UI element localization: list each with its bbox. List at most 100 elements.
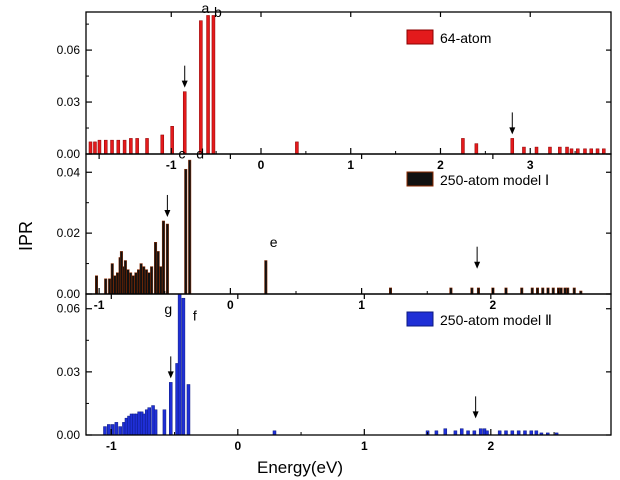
bar: [558, 146, 562, 155]
bar: [576, 148, 580, 155]
bar: [95, 275, 98, 295]
bar: [520, 287, 524, 295]
bar: [206, 15, 210, 155]
bar: [110, 139, 114, 155]
bar: [122, 139, 127, 155]
y-axis-label: IPR: [16, 221, 36, 251]
x-tick-label: 3: [527, 158, 534, 172]
bar: [104, 278, 108, 295]
bar: [572, 287, 576, 295]
bar: [118, 426, 122, 436]
legend-label: 250-atom model Ⅱ: [440, 312, 552, 328]
bar: [137, 269, 140, 295]
bar: [536, 287, 539, 295]
panels: -1 0 1 2 3 0.00 0.03 0.06 64-atom a b -1 0 1 2 0.00 0.02…: [57, 0, 612, 453]
bar: [145, 138, 149, 155]
bar: [135, 138, 139, 155]
bar: [563, 287, 567, 295]
bar: [534, 146, 539, 155]
bottom-panel: -1 0 1 2 0.00 0.03 0.06 250-atom model Ⅱ g f: [57, 293, 612, 453]
peak-label-a: a: [201, 0, 209, 16]
bar: [147, 272, 151, 295]
legend-swatch: [406, 171, 434, 187]
peak-label-d: d: [196, 146, 204, 162]
bar: [589, 148, 594, 155]
bar: [188, 159, 192, 295]
bar: [459, 428, 464, 436]
bar: [443, 428, 448, 436]
annotation-arrowhead: [164, 209, 171, 217]
bar: [116, 272, 119, 295]
annotation-arrowhead: [472, 411, 479, 419]
annotation-arrowhead: [474, 261, 481, 269]
bar: [162, 409, 167, 436]
bar: [154, 242, 158, 295]
bar: [161, 220, 165, 295]
peak-label-c: c: [178, 146, 185, 162]
bar: [476, 287, 480, 295]
annotation-arrowhead: [167, 371, 174, 379]
bar: [510, 138, 515, 155]
bar: [165, 223, 169, 295]
peak-label-f: f: [193, 307, 197, 323]
bar: [546, 287, 550, 295]
bar: [160, 134, 165, 155]
bar: [119, 251, 123, 295]
y-tick-label: 0.03: [57, 365, 81, 379]
bar: [134, 272, 138, 295]
bar: [530, 287, 534, 295]
y-tick-label: 0.00: [57, 147, 81, 161]
annotation-arrowhead: [181, 80, 188, 88]
bar: [295, 141, 299, 155]
bar: [595, 148, 600, 155]
x-tick-label: 0: [227, 298, 234, 312]
bar: [184, 168, 188, 295]
bar: [264, 260, 268, 295]
y-tick-label: 0.06: [57, 302, 81, 316]
bar: [123, 260, 127, 295]
x-tick-label: -1: [94, 298, 105, 312]
x-tick-label: 2: [487, 439, 494, 453]
bar: [583, 148, 587, 155]
x-tick-label: 1: [347, 158, 354, 172]
y-tick-label: 0.03: [57, 95, 81, 109]
bar: [478, 428, 483, 436]
bar: [548, 146, 552, 155]
bar: [181, 297, 186, 436]
y-tick-label: 0.06: [57, 43, 81, 57]
bar: [129, 272, 133, 295]
y-tick-label: 0.00: [57, 287, 81, 301]
bar: [177, 293, 182, 436]
bar: [153, 409, 158, 436]
y-tick-label: 0.04: [57, 165, 81, 179]
annotation-arrowhead: [509, 127, 516, 135]
bar: [139, 263, 143, 295]
bar: [522, 146, 526, 155]
bar: [551, 287, 555, 295]
bar: [93, 141, 97, 155]
bar: [169, 382, 173, 436]
bar: [144, 269, 148, 295]
x-tick-label: 1: [361, 439, 368, 453]
legend-label: 64-atom: [440, 30, 491, 46]
bar: [461, 138, 465, 155]
x-tick-label: -1: [106, 439, 117, 453]
bar: [474, 143, 479, 155]
bar: [113, 275, 117, 295]
y-tick-label: 0.00: [57, 428, 81, 442]
bar: [156, 251, 160, 295]
bar: [150, 266, 154, 295]
x-tick-label: 2: [490, 298, 497, 312]
bar: [110, 263, 114, 295]
bar: [97, 139, 102, 155]
bar: [559, 287, 563, 295]
bar: [449, 287, 453, 295]
top-panel: -1 0 1 2 3 0.00 0.03 0.06 64-atom a b: [57, 0, 612, 172]
peak-label-b: b: [214, 4, 222, 20]
bar: [114, 422, 119, 436]
bar: [126, 269, 130, 295]
bar: [541, 287, 545, 295]
bar: [103, 426, 107, 436]
bar: [565, 146, 569, 155]
